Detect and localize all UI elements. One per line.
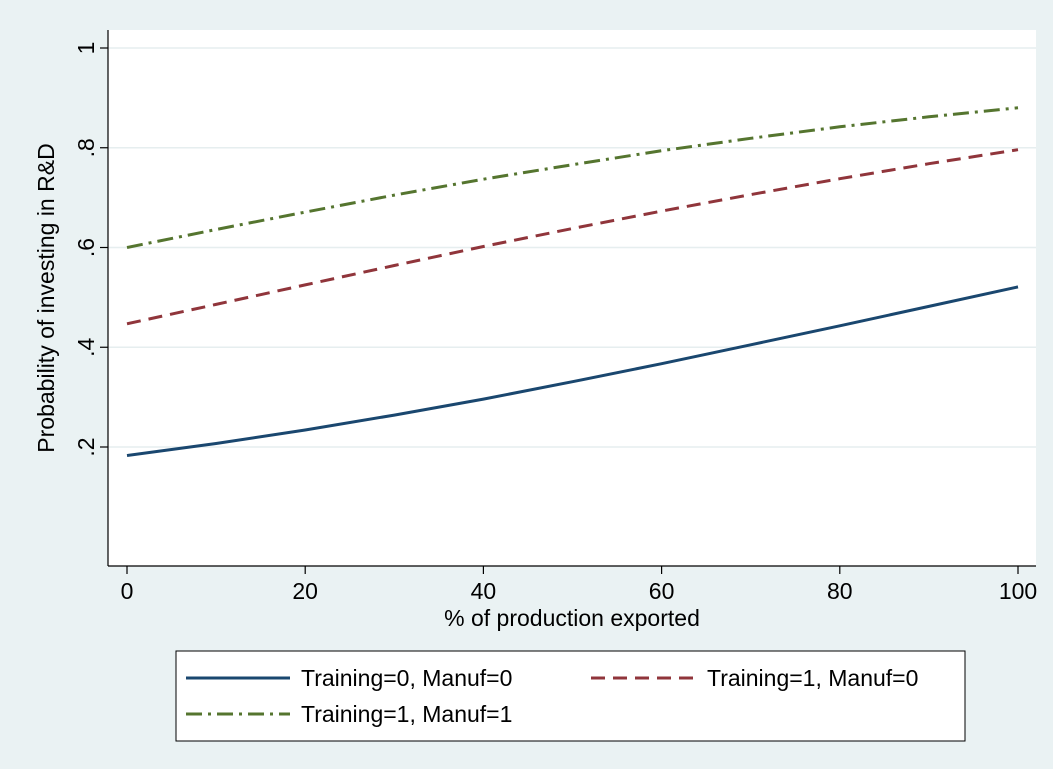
plot-area: [108, 30, 1036, 566]
y-tick-label: .2: [73, 437, 99, 456]
x-tick-label: 20: [292, 578, 318, 604]
x-tick-label: 60: [649, 578, 675, 604]
x-tick-label: 0: [121, 578, 134, 604]
y-tick-label: .4: [73, 337, 99, 356]
legend-label: Training=0, Manuf=0: [301, 665, 512, 691]
y-tick-label: .6: [73, 238, 99, 257]
x-axis-title: % of production exported: [444, 605, 700, 631]
legend-label: Training=1, Manuf=0: [707, 665, 918, 691]
x-tick-label: 40: [471, 578, 497, 604]
legend-box: [175, 650, 966, 742]
axes: .2 .4 .6 .8 1 0 20 40 60 80 100: [73, 30, 1037, 604]
legend-label: Training=1, Manuf=1: [301, 701, 512, 727]
series-line: [126, 106, 1019, 249]
series-line: [126, 285, 1019, 457]
legend: Training=0, Manuf=0 Training=1, Manuf=0 Tr…: [175, 650, 966, 742]
y-tick-label: .8: [73, 138, 99, 157]
series-line: [126, 148, 1019, 326]
x-tick-label: 80: [827, 578, 853, 604]
y-tick-label: 1: [73, 42, 99, 55]
x-tick-label: 100: [999, 578, 1037, 604]
series-layer: [126, 106, 1019, 457]
y-axis-title: Probability of investing in R&D: [33, 143, 59, 452]
gridlines: [108, 47, 1036, 448]
